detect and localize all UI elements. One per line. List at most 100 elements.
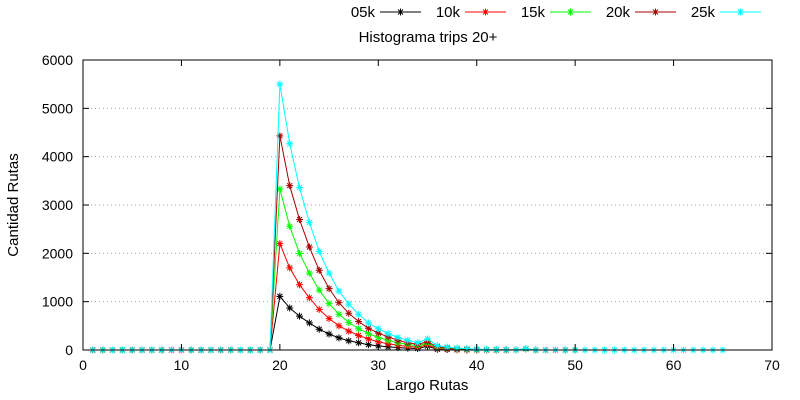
data-point [296, 281, 304, 289]
data-point [355, 332, 363, 339]
x-tick-label: 60 [666, 357, 682, 373]
data-point [296, 312, 304, 320]
data-point [296, 184, 304, 192]
data-point [404, 336, 412, 344]
data-point [286, 140, 294, 148]
y-tick-label: 2000 [42, 245, 73, 261]
data-point [384, 330, 392, 338]
y-tick-label: 4000 [42, 149, 73, 165]
legend-label: 25k [691, 4, 716, 21]
series-layer [89, 80, 727, 354]
y-tick-label: 3000 [42, 197, 73, 213]
data-point [433, 342, 441, 350]
data-point [325, 315, 333, 323]
data-point [345, 337, 353, 345]
data-point [355, 325, 363, 333]
x-tick-label: 0 [79, 357, 87, 373]
data-point [286, 304, 294, 312]
y-tick-label: 6000 [42, 52, 73, 68]
grid-lines [83, 107, 772, 303]
legend-swatch-marker [652, 8, 659, 16]
legend-swatch-marker [567, 8, 574, 16]
data-point [296, 249, 304, 257]
legend-swatch-marker [737, 8, 744, 16]
series-line [92, 188, 576, 351]
data-point [276, 292, 284, 300]
data-point [345, 309, 353, 317]
data-point [414, 339, 422, 347]
legend: 05k 10k 15k 20k 25k [351, 4, 761, 21]
data-point [335, 334, 343, 342]
data-point [296, 216, 304, 223]
y-axis-title: Cantidad Rutas [5, 153, 22, 256]
data-point [345, 300, 353, 308]
data-point [315, 325, 323, 333]
x-tick-label: 30 [370, 357, 386, 373]
x-tick-label: 10 [174, 357, 190, 373]
data-point [374, 333, 382, 341]
axis-ticks: 0 10 20 30 40 50 60 70 0 1000 2000 3000 4000 5000 6000 [42, 52, 780, 373]
data-point [305, 218, 313, 226]
data-point [424, 335, 431, 343]
series-25k [89, 80, 727, 354]
series-20k [89, 132, 579, 354]
data-point [335, 299, 343, 307]
data-point [355, 339, 363, 347]
data-point [305, 319, 313, 327]
series-line [92, 295, 507, 351]
data-point [374, 338, 382, 346]
data-point [355, 317, 363, 325]
data-point [325, 300, 333, 308]
series-line [92, 84, 723, 351]
series-10k [89, 240, 510, 354]
series-line [92, 135, 576, 351]
x-tick-label: 40 [469, 357, 485, 373]
data-point [286, 182, 294, 190]
legend-swatch-marker [482, 8, 489, 16]
legend-label: 15k [521, 4, 546, 21]
x-tick-label: 70 [764, 357, 780, 373]
x-axis-title: Largo Rutas [387, 377, 469, 394]
data-point [443, 343, 451, 351]
data-point [364, 335, 372, 343]
data-point [276, 132, 284, 140]
data-point [364, 341, 372, 349]
x-tick-label: 20 [272, 357, 288, 373]
data-point [276, 80, 284, 88]
data-point [305, 294, 313, 302]
data-point [305, 243, 313, 251]
data-point [374, 329, 382, 337]
data-point [325, 330, 333, 338]
data-point [276, 185, 284, 193]
legend-label: 05k [351, 4, 376, 21]
data-point [522, 345, 530, 353]
y-tick-label: 1000 [42, 294, 73, 310]
data-point [286, 264, 294, 272]
data-point [483, 345, 491, 353]
data-point [315, 286, 323, 294]
data-point [364, 319, 372, 327]
chart-title: Histograma trips 20+ [359, 29, 498, 46]
legend-label: 20k [606, 4, 631, 21]
data-point [355, 310, 363, 318]
data-point [453, 344, 461, 352]
series-15k [89, 185, 579, 354]
data-point [364, 324, 372, 332]
data-point [276, 240, 284, 248]
data-point [315, 266, 323, 274]
data-point [374, 325, 382, 333]
data-point [315, 247, 323, 255]
y-tick-label: 0 [65, 342, 73, 358]
data-point [463, 345, 471, 353]
data-point [335, 310, 343, 318]
data-point [305, 269, 313, 277]
x-tick-label: 50 [567, 357, 583, 373]
data-point [335, 287, 343, 295]
data-point [345, 318, 353, 326]
data-point [325, 285, 333, 293]
data-point [286, 222, 294, 230]
y-tick-label: 5000 [42, 100, 73, 116]
data-point [315, 305, 323, 313]
data-point [345, 327, 353, 335]
